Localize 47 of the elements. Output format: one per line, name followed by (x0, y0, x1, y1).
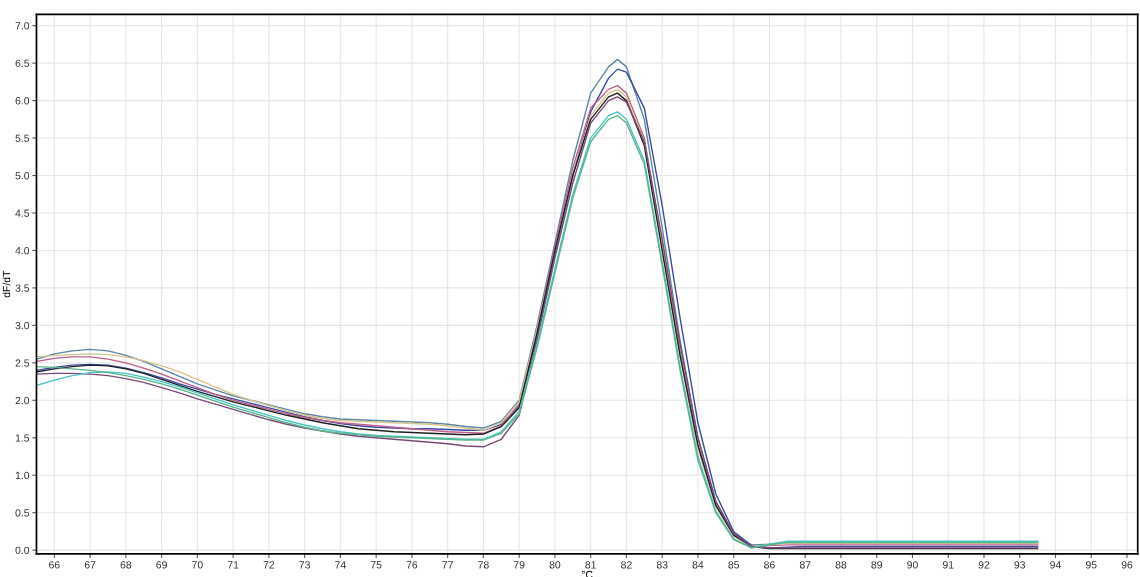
y-tick-label: 0.5 (15, 509, 30, 517)
x-tick-label: 96 (1121, 561, 1133, 569)
y-tick-label: 2.5 (15, 359, 30, 367)
x-tick-label: 88 (835, 561, 847, 569)
x-tick-label: 78 (478, 561, 489, 569)
x-tick-label: 66 (49, 561, 60, 569)
x-tick-label: 77 (442, 561, 453, 569)
x-tick-label: 80 (549, 561, 561, 569)
x-tick-label: 68 (120, 561, 132, 569)
x-tick-label: 90 (907, 561, 918, 569)
x-tick-label: 89 (871, 561, 883, 569)
y-tick-label: 6.5 (15, 59, 30, 68)
x-tick-label: 73 (299, 561, 310, 569)
y-tick-label: 5.0 (15, 172, 30, 180)
x-tick-label: 87 (799, 561, 811, 569)
x-tick-label: 75 (370, 561, 382, 569)
x-tick-label: 76 (406, 561, 418, 569)
x-tick-label: 91 (942, 561, 954, 569)
x-tick-label: 94 (1050, 561, 1061, 569)
y-tick-label: 1.0 (15, 471, 30, 480)
x-tick-label: 70 (192, 561, 203, 569)
y-tick-label: 4.5 (15, 209, 30, 217)
y-tick-label: 2.0 (15, 396, 30, 405)
x-tick-label: 79 (513, 561, 525, 569)
x-tick-label: 74 (335, 561, 346, 569)
y-tick-label: 1.5 (15, 434, 30, 442)
x-tick-label: 67 (84, 561, 96, 569)
x-tick-label: 72 (263, 561, 275, 569)
y-tick-label: 4.0 (15, 246, 30, 255)
x-tick-label: 82 (621, 561, 632, 569)
x-tick-label: 92 (978, 561, 990, 569)
y-tick-label: 3.0 (15, 321, 30, 330)
y-tick-label: 6.0 (15, 97, 30, 105)
x-tick-label: 86 (764, 561, 775, 569)
y-tick-label: 0.0 (15, 546, 30, 555)
x-tick-label: 71 (227, 561, 239, 569)
y-tick-label: 5.5 (15, 134, 30, 142)
x-tick-label: 95 (1085, 561, 1097, 569)
x-tick-label: 84 (692, 561, 704, 569)
x-tick-label: 69 (156, 561, 167, 569)
y-tick-label: 7.0 (15, 22, 30, 30)
x-tick-label: 81 (585, 561, 596, 569)
x-tick-label: 83 (656, 561, 668, 569)
x-tick-label: 85 (728, 561, 740, 569)
x-tick-label: 93 (1014, 561, 1026, 569)
y-tick-label: 3.5 (15, 284, 30, 292)
y-axis-title: dF/dT (2, 270, 11, 298)
